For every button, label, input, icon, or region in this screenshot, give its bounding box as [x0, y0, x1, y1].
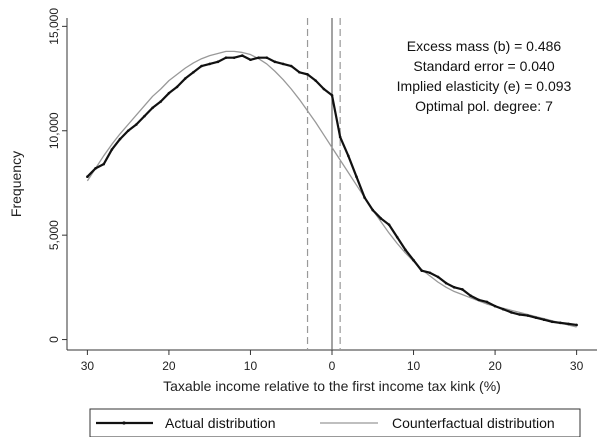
- actual-point: [224, 56, 228, 59]
- actual-point: [542, 318, 546, 322]
- actual-point: [200, 64, 203, 68]
- actual-point: [232, 56, 236, 59]
- actual-point: [355, 175, 358, 178]
- actual-point: [518, 313, 521, 316]
- actual-point: [550, 320, 554, 324]
- actual-point: [281, 62, 285, 66]
- actual-point: [428, 271, 432, 275]
- actual-point: [94, 167, 97, 170]
- actual-point: [575, 323, 578, 327]
- actual-point: [469, 294, 472, 298]
- actual-point: [420, 269, 423, 272]
- actual-point: [86, 175, 89, 178]
- annotations: Excess mass (b) = 0.486 Standard error = …: [397, 38, 572, 114]
- legend-label-actual: Actual distribution: [165, 415, 276, 431]
- actual-point: [298, 70, 301, 74]
- x-tick-label: 30: [81, 359, 95, 373]
- actual-point: [306, 73, 309, 76]
- actual-point: [404, 248, 407, 252]
- actual-point: [387, 223, 391, 227]
- actual-point: [453, 286, 456, 289]
- actual-point: [167, 91, 171, 95]
- actual-point: [559, 321, 562, 325]
- x-axis: 30 20 10 0 10 20 30: [81, 350, 584, 373]
- annotation-line: Standard error = 0.040: [413, 58, 554, 74]
- actual-point: [249, 58, 252, 62]
- x-tick-label: 20: [488, 359, 502, 373]
- x-tick-label: 10: [244, 359, 258, 373]
- actual-point: [143, 114, 146, 118]
- actual-point: [444, 281, 448, 285]
- x-tick-label: 0: [329, 359, 336, 373]
- actual-point: [436, 275, 440, 279]
- legend: Actual distribution Counterfactual distri…: [89, 408, 581, 437]
- y-axis: 0 5,000 10,000 15,000: [47, 8, 67, 343]
- reference-lines: [306, 18, 341, 350]
- actual-point: [135, 123, 138, 126]
- actual-point: [118, 137, 122, 141]
- actual-point: [322, 87, 326, 91]
- actual-point: [257, 56, 260, 59]
- actual-point: [151, 106, 154, 110]
- actual-point: [412, 258, 415, 262]
- actual-point: [265, 56, 269, 59]
- actual-point: [192, 70, 195, 74]
- legend-marker-actual: [122, 421, 126, 425]
- annotation-line: Implied elasticity (e) = 0.093: [397, 78, 572, 94]
- actual-point: [510, 311, 513, 314]
- actual-point: [208, 62, 211, 66]
- actual-point: [183, 77, 187, 80]
- actual-point: [126, 129, 130, 133]
- actual-point: [534, 316, 538, 319]
- legend-label-counterfactual: Counterfactual distribution: [392, 415, 555, 431]
- y-tick-label: 5,000: [47, 220, 61, 250]
- actual-point: [526, 314, 529, 317]
- series-layer: [86, 50, 578, 328]
- actual-point: [289, 64, 293, 68]
- actual-point: [347, 154, 350, 158]
- annotation-line: Excess mass (b) = 0.486: [407, 38, 562, 54]
- actual-point: [395, 235, 399, 239]
- y-tick-label: 10,000: [47, 112, 61, 149]
- y-tick-label: 0: [47, 336, 61, 343]
- actual-point: [175, 85, 179, 89]
- x-tick-label: 30: [570, 359, 584, 373]
- actual-point: [159, 100, 163, 103]
- actual-point: [501, 307, 505, 311]
- actual-point: [338, 135, 342, 139]
- actual-point: [363, 196, 366, 199]
- x-axis-title: Taxable income relative to the first inc…: [163, 378, 501, 394]
- x-tick-label: 20: [162, 359, 176, 373]
- actual-point: [485, 300, 489, 304]
- y-axis-title: Frequency: [8, 151, 24, 217]
- actual-point: [241, 54, 244, 57]
- actual-point: [379, 217, 383, 220]
- actual-point: [110, 148, 114, 151]
- actual-point: [330, 93, 334, 97]
- actual-point: [477, 298, 481, 302]
- x-tick-label: 10: [407, 359, 421, 373]
- actual-point: [102, 162, 105, 166]
- actual-point: [314, 79, 317, 82]
- actual-point: [461, 288, 464, 291]
- y-tick-label: 15,000: [47, 8, 61, 45]
- actual-point: [371, 208, 375, 212]
- actual-point: [216, 60, 220, 64]
- actual-point: [567, 322, 570, 326]
- actual-point: [493, 304, 497, 308]
- actual-point: [273, 60, 277, 64]
- annotation-line: Optimal pol. degree: 7: [415, 98, 553, 114]
